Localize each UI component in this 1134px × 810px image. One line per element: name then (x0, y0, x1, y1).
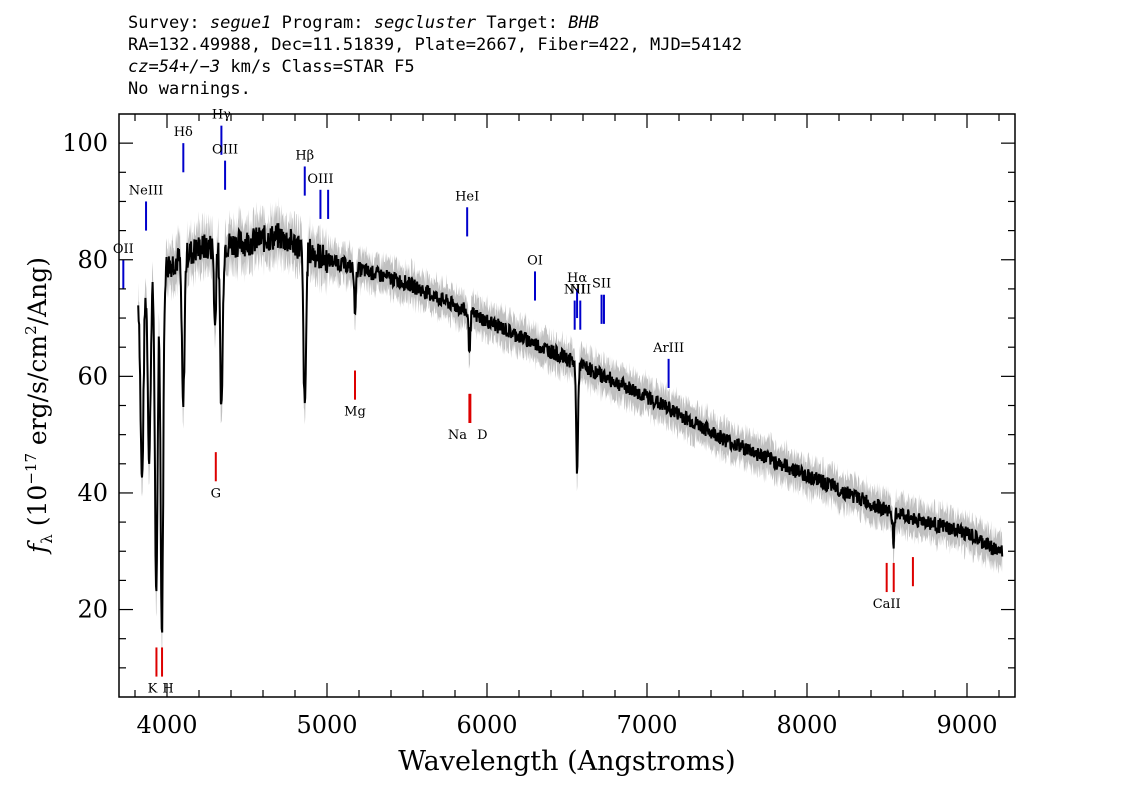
emission-line-label: Hα (567, 271, 587, 286)
class-value: km/s Class=STAR F5 (230, 57, 415, 77)
x-tick-label: 9000 (936, 711, 997, 739)
emission-line-label: OI (527, 253, 543, 268)
emission-line-label: NII (564, 283, 586, 298)
emission-line-label: Hδ (174, 125, 193, 140)
absorption-line-label: CaII (873, 597, 901, 612)
emission-line-label: OIII (307, 172, 333, 187)
axis-ticks: 4000 5000 6000 7000 8000 9000 20 40 60 80 100 (62, 114, 1015, 739)
redshift-value: cz=54+/−3 (128, 57, 221, 77)
emission-line-label: OII (113, 242, 134, 257)
x-tick-label: 7000 (616, 711, 677, 739)
y-axis-label-part: f (23, 540, 52, 555)
emission-line-label: ArIII (652, 341, 684, 356)
program-label: Program: (281, 13, 364, 33)
flux-series (137, 223, 1004, 633)
y-tick-label: 40 (77, 479, 108, 507)
header-line-warnings: No warnings. (128, 79, 251, 99)
y-axis-label-part: 2 (22, 325, 40, 335)
y-axis-label-part: /Ang) (23, 257, 52, 325)
x-tick-label: 6000 (456, 711, 517, 739)
absorption-line-label: K (148, 682, 158, 697)
header-line-redshift: cz=54+/−3 km/s Class=STAR F5 (128, 56, 742, 78)
absorption-line-label: H (162, 682, 173, 697)
y-tick-label: 80 (77, 246, 108, 274)
y-tick-label: 60 (77, 362, 108, 390)
y-axis-label-part: (10 (23, 485, 52, 535)
y-axis-label-part: erg/s/cm (23, 335, 52, 453)
emission-line-label: SII (592, 277, 611, 292)
x-tick-label: 4000 (136, 711, 197, 739)
emission-line-label: NeIII (129, 183, 163, 198)
y-axis-label: fλ (10−17 erg/s/cm2/Ang) (22, 257, 56, 555)
emission-line-label: NII (569, 283, 591, 298)
y-axis-label-part: λ (38, 534, 56, 544)
program-value: segcluster (373, 13, 477, 33)
emission-line-label: Hγ (212, 108, 231, 123)
y-axis-label-part: −17 (22, 453, 40, 485)
absorption-line-label: D (477, 428, 487, 443)
data-layer (137, 196, 1004, 658)
x-axis-label: Wavelength (Angstroms) (398, 746, 735, 777)
absorption-line-label: Mg (344, 405, 366, 420)
survey-label: Survey: (128, 13, 200, 33)
absorption-line-label: G (211, 486, 221, 501)
y-tick-label: 20 (77, 596, 108, 624)
error-band (138, 196, 1003, 658)
spectrum-header: Survey: segue1 Program: segcluster Targe… (128, 12, 742, 100)
emission-line-label: HeI (455, 189, 479, 204)
survey-value: segue1 (209, 13, 272, 33)
target-value: BHB (568, 13, 599, 33)
header-line-coordinates: RA=132.49988, Dec=11.51839, Plate=2667, … (128, 35, 743, 55)
emission-line-label: OIII (212, 143, 238, 158)
header-line-survey: Survey: segue1 Program: segcluster Targe… (128, 12, 742, 34)
x-tick-label: 5000 (296, 711, 357, 739)
y-tick-label: 100 (62, 129, 108, 157)
x-tick-label: 8000 (776, 711, 837, 739)
absorption-line-label: Na (448, 428, 467, 443)
emission-line-label: Hβ (295, 148, 314, 163)
target-label: Target: (486, 13, 558, 33)
